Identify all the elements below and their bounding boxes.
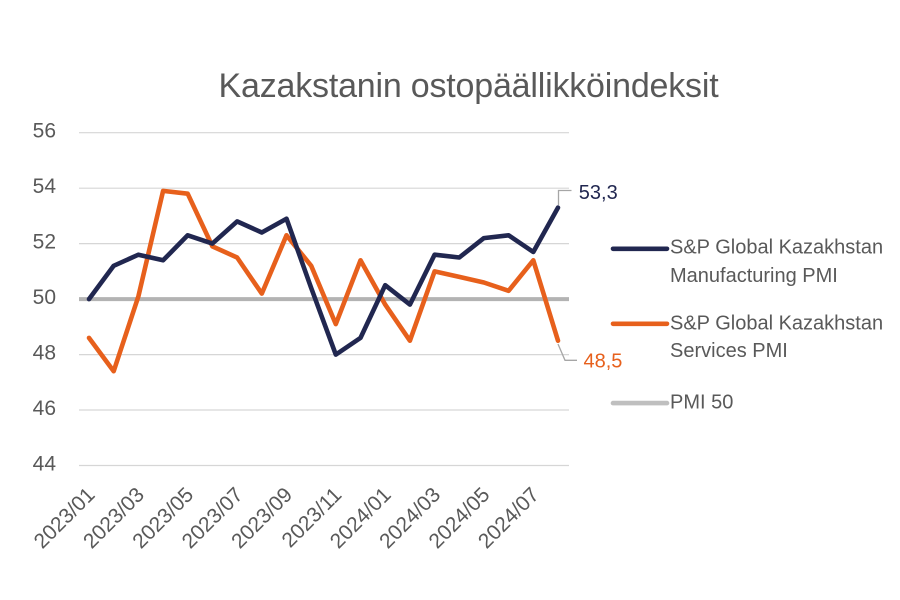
svg-text:56: 56 bbox=[33, 120, 56, 143]
svg-text:S&P Global Kazakhstan: S&P Global Kazakhstan bbox=[670, 237, 883, 259]
svg-text:PMI 50: PMI 50 bbox=[670, 391, 733, 413]
svg-text:44: 44 bbox=[33, 453, 57, 476]
svg-text:S&P Global Kazakhstan: S&P Global Kazakhstan bbox=[670, 313, 883, 335]
svg-text:54: 54 bbox=[33, 175, 57, 198]
svg-text:48: 48 bbox=[33, 342, 56, 365]
svg-text:53,3: 53,3 bbox=[579, 182, 618, 204]
svg-text:50: 50 bbox=[33, 286, 56, 309]
svg-text:Kazakstanin ostopäällikköindek: Kazakstanin ostopäällikköindeksit bbox=[219, 67, 720, 105]
svg-text:Manufacturing PMI: Manufacturing PMI bbox=[670, 265, 838, 287]
svg-text:48,5: 48,5 bbox=[584, 351, 623, 373]
svg-text:52: 52 bbox=[33, 231, 56, 254]
svg-text:Services PMI: Services PMI bbox=[670, 340, 788, 362]
svg-text:46: 46 bbox=[33, 397, 56, 420]
